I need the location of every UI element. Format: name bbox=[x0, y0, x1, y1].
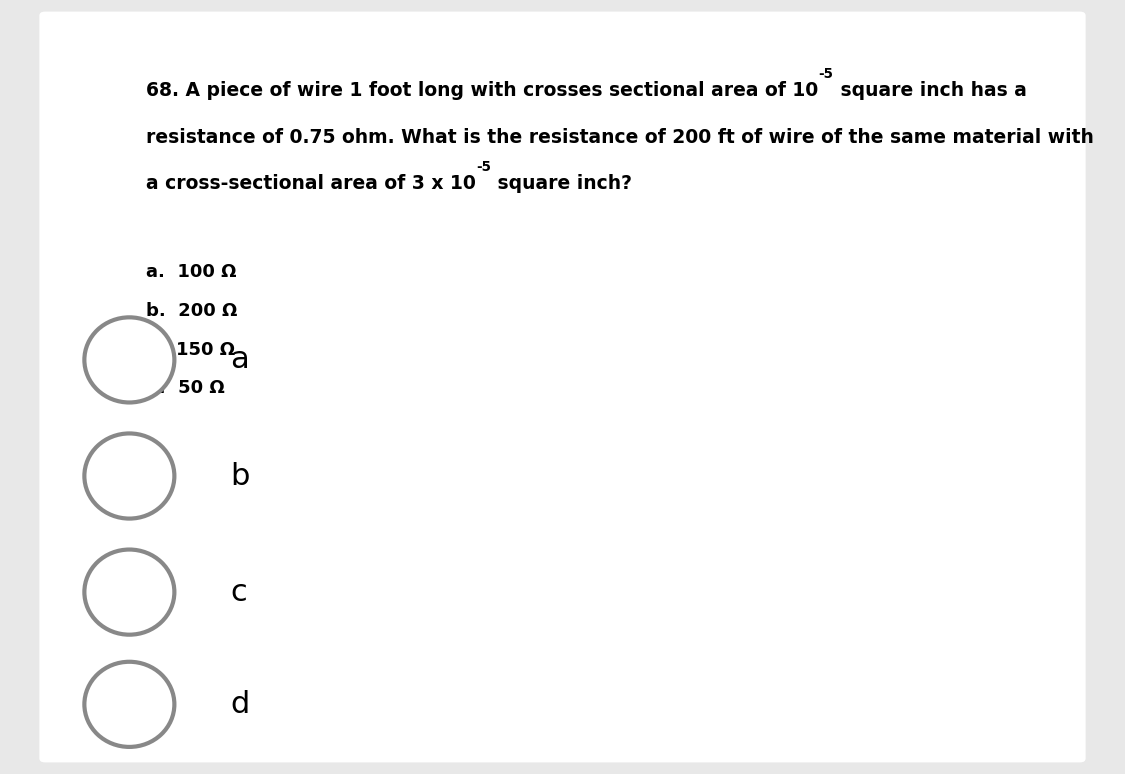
Text: a: a bbox=[231, 345, 250, 375]
Text: resistance of 0.75 ohm. What is the resistance of 200 ft of wire of the same mat: resistance of 0.75 ohm. What is the resi… bbox=[146, 128, 1095, 147]
Text: b.  200 Ω: b. 200 Ω bbox=[146, 302, 237, 320]
Text: square inch?: square inch? bbox=[492, 174, 632, 194]
Text: b: b bbox=[231, 461, 250, 491]
Text: -5: -5 bbox=[819, 67, 834, 81]
Ellipse shape bbox=[84, 662, 174, 747]
Text: 68. A piece of wire 1 foot long with crosses sectional area of 10: 68. A piece of wire 1 foot long with cro… bbox=[146, 81, 819, 101]
Text: a cross-sectional area of 3 x 10: a cross-sectional area of 3 x 10 bbox=[146, 174, 476, 194]
Text: -5: -5 bbox=[476, 160, 492, 174]
Text: d: d bbox=[231, 690, 250, 719]
Text: a.  100 Ω: a. 100 Ω bbox=[146, 263, 236, 281]
Text: c.  150 Ω: c. 150 Ω bbox=[146, 341, 235, 358]
Text: c: c bbox=[231, 577, 248, 607]
Text: square inch has a: square inch has a bbox=[834, 81, 1026, 101]
Ellipse shape bbox=[84, 550, 174, 635]
Ellipse shape bbox=[84, 317, 174, 402]
Ellipse shape bbox=[84, 433, 174, 519]
Text: d.  50 Ω: d. 50 Ω bbox=[146, 379, 225, 397]
